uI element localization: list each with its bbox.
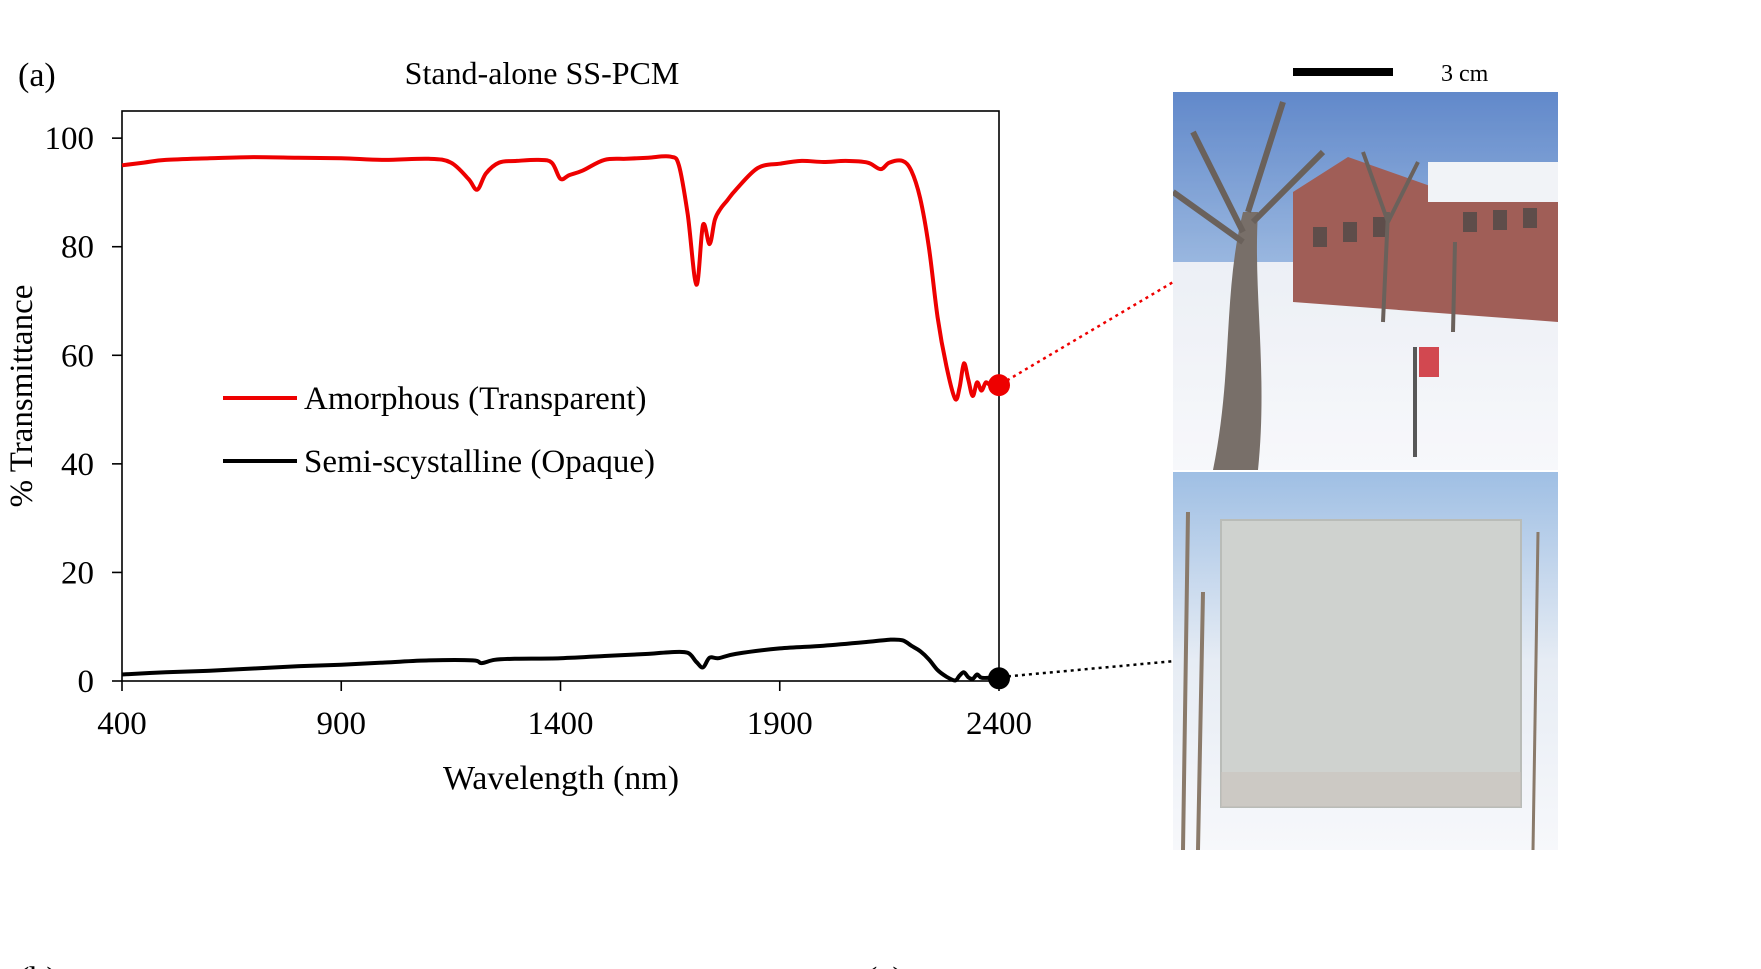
legend: Amorphous (Transparent) Semi-scystalline… [223, 381, 655, 480]
y-tick-label: 80 [61, 230, 94, 266]
y-tick-label: 0 [78, 664, 95, 700]
scale-bar-label: 3 cm [1441, 61, 1489, 87]
y-tick-label: 40 [61, 447, 94, 483]
legend-label-amorphous: Amorphous (Transparent) [304, 381, 647, 417]
x-tick-label: 400 [97, 706, 147, 742]
x-axis-label: Wavelength (nm) [443, 760, 679, 797]
chart-title: Stand-alone SS-PCM [405, 55, 680, 91]
photo-semicrystalline-sample [1173, 472, 1558, 850]
x-axis: 400 900 1400 1900 2400 [97, 681, 1032, 742]
y-tick-label: 100 [45, 121, 95, 157]
series-line-amorphous [121, 154, 1000, 402]
legend-label-semi: Semi-scystalline (Opaque) [304, 444, 655, 480]
x-tick-label: 2400 [966, 706, 1032, 742]
y-axis-label: % Transmittance [4, 285, 40, 508]
x-tick-label: 900 [317, 706, 367, 742]
scale-bar [1293, 68, 1393, 76]
series-layer [121, 154, 1010, 690]
y-tick-label: 20 [61, 555, 94, 591]
panel-label-c: (c) [866, 961, 904, 969]
series-line-semi [121, 637, 1000, 683]
connector-semi [1000, 659, 1176, 679]
x-tick-label: 1400 [528, 706, 594, 742]
endpoint-marker-amorphous [988, 374, 1010, 397]
y-axis: 0 20 40 60 80 100 [45, 121, 122, 700]
photo-amorphous-sample [1173, 92, 1558, 470]
endpoint-marker-semi [988, 667, 1010, 690]
y-tick-label: 60 [61, 338, 94, 374]
panel-label-b: (b) [18, 961, 58, 969]
connector-amorphous [1000, 276, 1181, 386]
x-tick-label: 1900 [747, 706, 813, 742]
panel-label: (a) [18, 57, 56, 94]
